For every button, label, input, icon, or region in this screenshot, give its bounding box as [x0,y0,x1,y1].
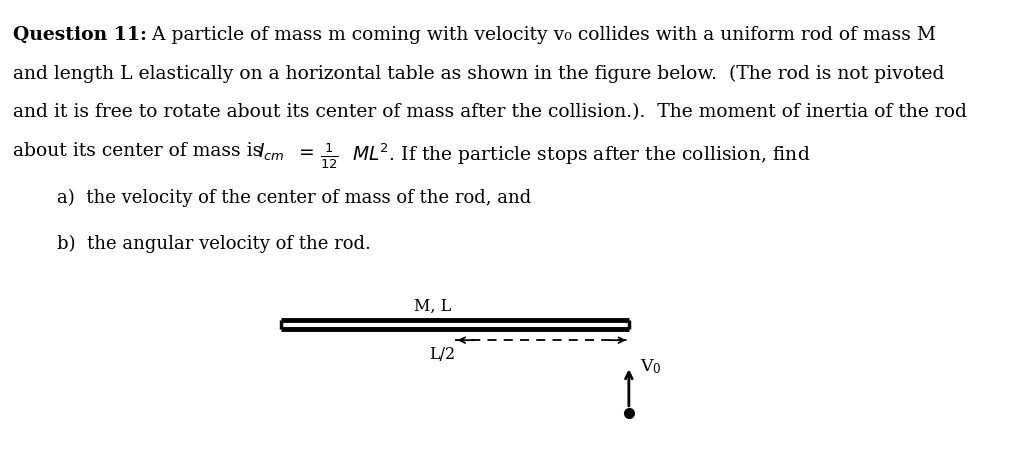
Text: and length L elastically on a horizontal table as shown in the figure below.  (T: and length L elastically on a horizontal… [13,64,945,83]
Text: Question 11:: Question 11: [13,26,147,44]
Text: L/2: L/2 [429,347,455,363]
Text: $=$: $=$ [295,142,315,160]
Text: $ML^2$. If the particle stops after the collision, find: $ML^2$. If the particle stops after the … [352,142,810,168]
Text: $\frac{1}{12}$: $\frac{1}{12}$ [320,142,339,171]
Text: b)  the angular velocity of the rod.: b) the angular velocity of the rod. [57,234,371,253]
Text: $I_{cm}$: $I_{cm}$ [258,142,285,163]
Text: about its center of mass is: about its center of mass is [13,142,268,160]
Text: A particle of mass m coming with velocity v₀ collides with a uniform rod of mass: A particle of mass m coming with velocit… [140,26,936,44]
Text: $\mathregular{V_0}$: $\mathregular{V_0}$ [640,357,661,375]
Bar [281,320,629,329]
Text: M, L: M, L [414,298,452,315]
Text: a)  the velocity of the center of mass of the rod, and: a) the velocity of the center of mass of… [57,189,531,207]
Text: and it is free to rotate about its center of mass after the collision.).  The mo: and it is free to rotate about its cente… [13,103,968,121]
